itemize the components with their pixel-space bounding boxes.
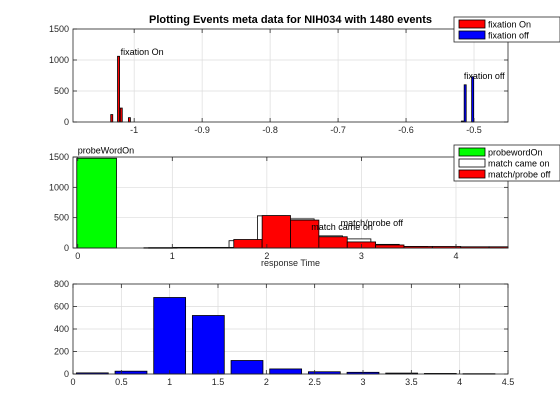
legend-label: fixation On (488, 20, 531, 30)
bar-probewordon (76, 157, 117, 249)
bar-series-1 (230, 360, 264, 375)
bar-series-1 (153, 297, 187, 375)
legend-swatch (458, 169, 486, 179)
x-tick-label: 4 (453, 251, 458, 261)
x-tick-label: -0.7 (330, 125, 346, 135)
x-tick-label: 3 (359, 251, 364, 261)
y-tick-label: 1000 (49, 182, 69, 192)
x-tick-label: 2 (264, 251, 269, 261)
x-tick-label: 3.5 (405, 377, 418, 387)
bar-match-probe-off (290, 219, 320, 249)
plot-area (73, 29, 508, 122)
y-tick-label: 1500 (49, 152, 69, 162)
bar-fixation-off (463, 84, 467, 123)
y-tick-label: 1000 (49, 55, 69, 65)
x-tick-label: 4 (457, 377, 462, 387)
bar-fixation-on (127, 117, 131, 123)
legend-swatch (458, 30, 486, 40)
legend-label: probewordOn (488, 148, 543, 158)
x-tick-label: -0.6 (398, 125, 414, 135)
axes-box (72, 28, 509, 123)
legend-swatch (458, 19, 486, 29)
annotation: fixation off (464, 71, 505, 81)
axes-box (72, 156, 509, 249)
x-tick-label: 0 (70, 377, 75, 387)
x-tick-label: -0.9 (194, 125, 210, 135)
bar-fixation-off (471, 76, 475, 123)
bar-match-probe-off (261, 215, 291, 249)
x-tick-label: -1 (130, 125, 138, 135)
x-tick-label: 0.5 (115, 377, 128, 387)
bar-fixation-on (117, 55, 120, 123)
x-tick-label: 2 (264, 377, 269, 387)
annotation: fixation On (121, 47, 164, 57)
y-tick-label: 500 (54, 213, 69, 223)
legend-label: match came on (488, 159, 550, 169)
y-tick-label: 500 (54, 86, 69, 96)
x-tick-label: 3 (360, 377, 365, 387)
x-tick-label: -0.5 (466, 125, 482, 135)
x-tick-label: 4.5 (502, 377, 515, 387)
x-axis-label: response Time (261, 258, 320, 268)
y-tick-label: 0 (64, 369, 69, 379)
bar-fixation-on (110, 114, 114, 123)
legend-label: match/probe off (488, 170, 551, 180)
y-tick-label: 0 (64, 243, 69, 253)
panel-1: -1 -0.9 -0.8 -0.7 -0.6 -0.5 0 500 1000 1500 Plotti… (49, 14, 560, 135)
bar-match-probe-off (233, 239, 263, 249)
y-tick-label: 200 (54, 347, 69, 357)
y-tick-label: 1500 (49, 24, 69, 34)
x-tick-label: 1.5 (212, 377, 225, 387)
x-tick-label: 1 (170, 251, 175, 261)
x-tick-label: -0.8 (262, 125, 278, 135)
legend-label: fixation off (488, 31, 529, 41)
bar-series-1 (114, 370, 148, 375)
bar-fixation-on (119, 107, 123, 123)
bar-match-probe-off (318, 236, 348, 249)
x-tick-label: 2.5 (308, 377, 321, 387)
x-tick-label: 0 (75, 251, 80, 261)
annotation: match/probe off (341, 218, 404, 228)
annotation: probeWordOn (78, 145, 134, 155)
legend-swatch (458, 147, 486, 157)
y-tick-label: 800 (54, 279, 69, 289)
y-tick-label: 600 (54, 302, 69, 312)
y-tick-label: 0 (64, 117, 69, 127)
bar-series-1 (191, 315, 225, 375)
chart-title: Plotting Events meta data for NIH034 wit… (149, 14, 432, 26)
bar-series-1 (269, 368, 303, 375)
annotation: match came on (311, 222, 373, 232)
bar-match-probe-off (375, 244, 405, 249)
panel-2: 0 1 2 3 4 0 500 1000 1500 response Time probeWordO… (49, 144, 560, 268)
x-tick-label: 1 (167, 377, 172, 387)
legend-swatch (458, 158, 486, 168)
panel-3: 0 0.5 1 1.5 2 2.5 3 3.5 4 4.5 0 200 400 600 800 (54, 279, 514, 387)
y-tick-label: 400 (54, 324, 69, 334)
